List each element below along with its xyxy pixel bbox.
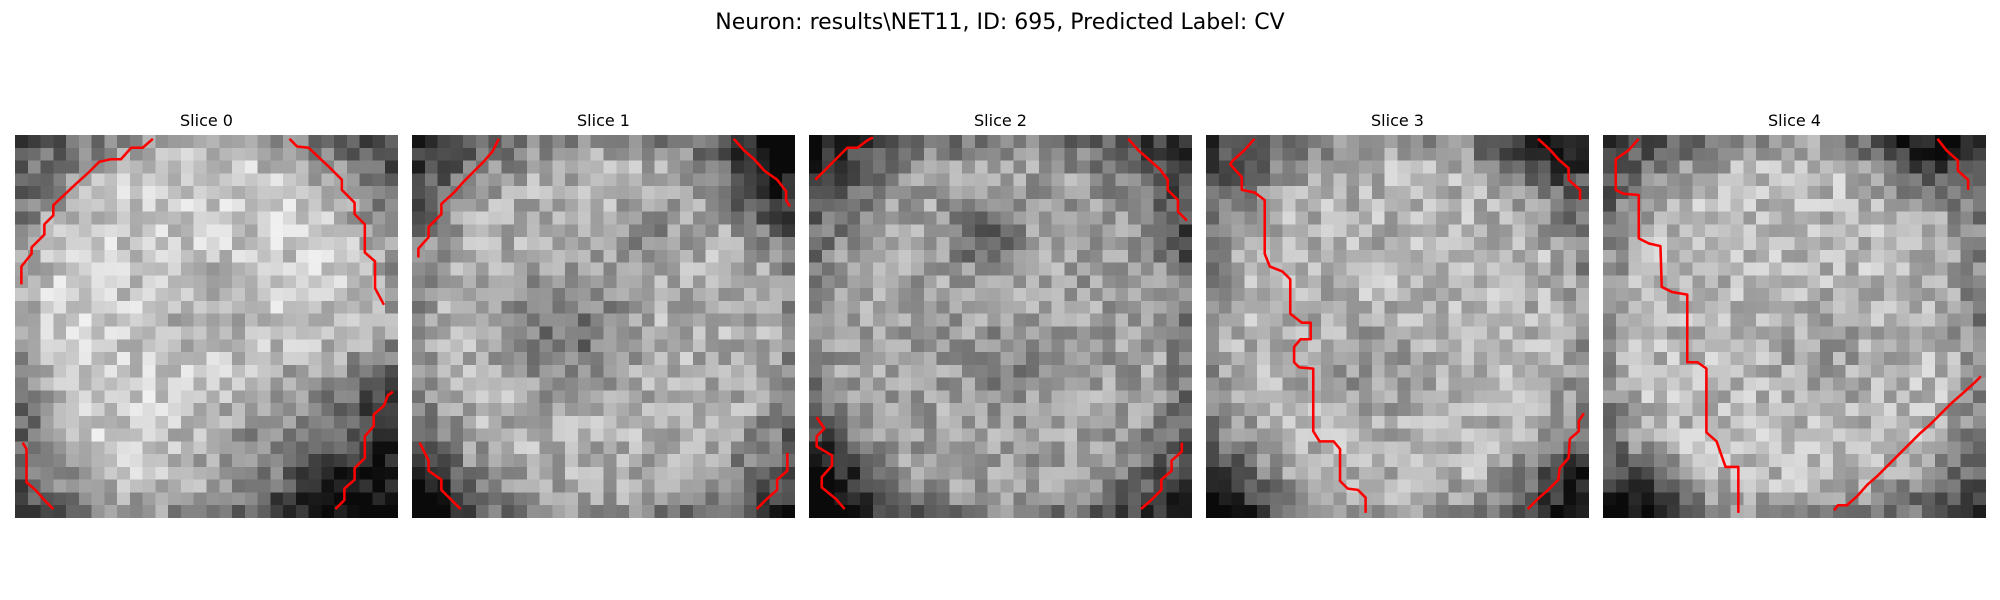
contour-overlay xyxy=(20,137,394,510)
contour-overlay xyxy=(417,137,791,510)
contour-line-0 xyxy=(417,138,500,258)
contour-line-1 xyxy=(288,137,386,306)
slice-image-4 xyxy=(1603,135,1986,518)
slice-image-0 xyxy=(15,135,398,518)
slice-title-2: Slice 2 xyxy=(974,111,1027,130)
slice-panel-2: Slice 2 xyxy=(809,110,1192,518)
contour-line-2 xyxy=(334,390,394,510)
slice-pixel-grid xyxy=(15,135,398,518)
figure-title: Neuron: results\NET11, ID: 695, Predicte… xyxy=(715,10,1285,35)
contour-line-2 xyxy=(815,416,846,510)
slice-image-3 xyxy=(1206,135,1589,518)
contour-line-1 xyxy=(732,137,791,208)
slice-panel-1: Slice 1 xyxy=(412,110,795,518)
contour-line-0 xyxy=(1228,137,1367,513)
slice-pixel-grid xyxy=(1603,135,1986,518)
contour-line-2 xyxy=(1833,375,1982,512)
contour-line-3 xyxy=(21,442,55,510)
contour-overlay xyxy=(1228,137,1585,513)
contour-line-3 xyxy=(755,452,789,510)
slice-pixel-grid xyxy=(412,135,795,518)
slice-pixel-grid xyxy=(1206,135,1589,518)
contour-line-1 xyxy=(1127,137,1188,222)
contour-line-0 xyxy=(814,136,874,181)
slice-title-4: Slice 4 xyxy=(1768,111,1821,130)
contour-line-1 xyxy=(1936,138,1970,190)
slice-image-1 xyxy=(412,135,795,518)
contour-line-0 xyxy=(1614,137,1740,513)
slice-panel-4: Slice 4 xyxy=(1603,110,1986,518)
slice-title-3: Slice 3 xyxy=(1371,111,1424,130)
slice-panel-3: Slice 3 xyxy=(1206,110,1589,518)
slice-image-2 xyxy=(809,135,1192,518)
contour-line-3 xyxy=(1140,442,1184,511)
slice-title-0: Slice 0 xyxy=(180,111,233,130)
slice-title-1: Slice 1 xyxy=(577,111,630,130)
contour-line-2 xyxy=(418,442,462,510)
slice-panel-0: Slice 0 xyxy=(15,110,398,518)
contour-overlay xyxy=(814,136,1188,511)
contour-line-1 xyxy=(1537,137,1582,201)
slice-pixel-grid xyxy=(809,135,1192,518)
contour-overlay xyxy=(1614,137,1982,513)
contour-line-0 xyxy=(20,137,154,285)
contour-line-2 xyxy=(1526,412,1585,510)
